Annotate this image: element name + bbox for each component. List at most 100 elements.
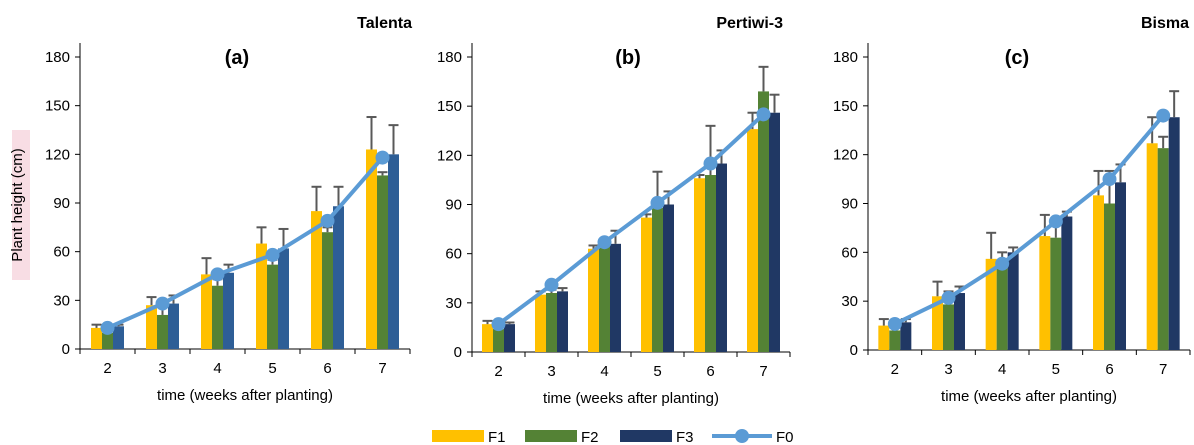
x-tick-label: 4: [600, 363, 608, 380]
legend-label-f2: F2: [581, 429, 599, 445]
x-axis-title: time (weeks after planting): [157, 387, 333, 404]
bar-f1: [256, 243, 267, 349]
point-f0: [1048, 214, 1063, 229]
point-f0: [1156, 108, 1171, 123]
bar-f3: [663, 204, 674, 352]
point-f0: [100, 320, 115, 335]
point-f0: [155, 296, 170, 311]
bar-f2: [267, 264, 278, 349]
y-tick-label: 60: [841, 244, 858, 261]
bar-f1: [366, 149, 377, 349]
bar-f2: [705, 175, 716, 352]
bar-f2: [546, 293, 557, 352]
y-tick-label: 30: [445, 295, 462, 312]
bar-f2: [493, 329, 504, 352]
bar-f3: [954, 293, 965, 350]
chart-panel-2: 0 30 60 90 120 150 180 2 3 4 5 6 7 time (weeks after …: [437, 15, 791, 407]
bar-f3: [610, 243, 621, 352]
bar-f1: [878, 325, 890, 350]
panel-label: (a): [225, 47, 249, 69]
point-f0: [265, 247, 280, 262]
x-axis-title: time (weeks after planting): [941, 388, 1117, 405]
legend-label-f0: F0: [776, 429, 794, 445]
bar-f2: [377, 175, 388, 349]
bar-f2: [212, 285, 223, 349]
point-f0: [941, 290, 956, 305]
x-tick-label: 6: [706, 363, 714, 380]
x-tick-label: 3: [547, 363, 555, 380]
panel-label: (c): [1005, 47, 1029, 69]
series-line-f0: [106, 156, 385, 330]
bar-f3: [557, 291, 568, 352]
bar-f1: [91, 327, 102, 349]
bar-f2: [599, 243, 610, 352]
x-tick-label: 4: [213, 360, 221, 377]
y-tick-label: 150: [45, 98, 70, 115]
bar-f1: [482, 324, 493, 352]
y-axis-title-highlight: [12, 130, 30, 280]
legend-label-f1: F1: [488, 429, 506, 445]
legend-swatch-f3: [620, 430, 672, 442]
y-tick-label: 90: [53, 195, 70, 212]
x-tick-label: 2: [494, 363, 502, 380]
x-tick-label: 2: [891, 361, 899, 378]
x-tick-label: 6: [323, 360, 331, 377]
bar-f3: [900, 322, 912, 350]
y-tick-label: 180: [45, 49, 70, 66]
y-tick-label: 60: [445, 246, 462, 263]
x-axis-title: time (weeks after planting): [543, 390, 719, 407]
x-tick-label: 5: [268, 360, 276, 377]
y-tick-label: 0: [454, 344, 462, 361]
bar-f3: [333, 206, 344, 349]
bar-f3: [1115, 182, 1126, 350]
bar-f2: [943, 304, 954, 350]
y-tick-label: 150: [833, 98, 858, 115]
y-tick-label: 30: [841, 293, 858, 310]
x-tick-label: 7: [1159, 361, 1167, 378]
bar-f1: [641, 217, 652, 352]
y-tick-label: 180: [833, 49, 858, 66]
y-axis-title: Plant height (cm): [9, 148, 26, 261]
bar-f1: [311, 211, 322, 349]
bar-f3: [113, 326, 124, 349]
bar-f3: [1168, 117, 1180, 350]
bar-f2: [652, 207, 663, 352]
x-tick-label: 7: [759, 363, 767, 380]
point-f0: [544, 277, 559, 292]
x-tick-label: 3: [944, 361, 952, 378]
bar-f1: [1093, 195, 1104, 350]
bar-f2: [322, 232, 333, 349]
bar-f3: [769, 112, 780, 352]
bar-f1: [932, 296, 943, 350]
bar-f2: [1050, 237, 1062, 350]
point-f0: [650, 195, 665, 210]
legend-marker-f0: [735, 429, 749, 443]
x-tick-label: 5: [653, 363, 661, 380]
bar-f3: [223, 272, 234, 349]
bar-f3: [278, 248, 289, 349]
x-tick-label: 4: [998, 361, 1006, 378]
y-tick-label: 120: [437, 147, 462, 164]
bar-f1: [1039, 236, 1051, 350]
point-f0: [995, 256, 1010, 271]
bar-f3: [716, 163, 727, 352]
bar-f3: [168, 303, 179, 349]
y-tick-label: 0: [62, 341, 70, 358]
y-tick-label: 90: [841, 196, 858, 213]
legend-swatch-f2: [525, 430, 577, 442]
point-f0: [703, 156, 718, 171]
bar-f3: [504, 324, 515, 352]
point-f0: [210, 267, 225, 282]
legend: F1 F2 F3 F0: [432, 429, 794, 445]
y-tick-label: 0: [850, 342, 858, 359]
y-tick-label: 150: [437, 98, 462, 115]
point-f0: [1102, 172, 1117, 187]
bar-f2: [996, 265, 1008, 350]
point-f0: [320, 213, 335, 228]
x-tick-label: 2: [103, 360, 111, 377]
bar-f2: [157, 314, 168, 349]
x-tick-label: 5: [1052, 361, 1060, 378]
series-line-f0: [497, 112, 765, 326]
